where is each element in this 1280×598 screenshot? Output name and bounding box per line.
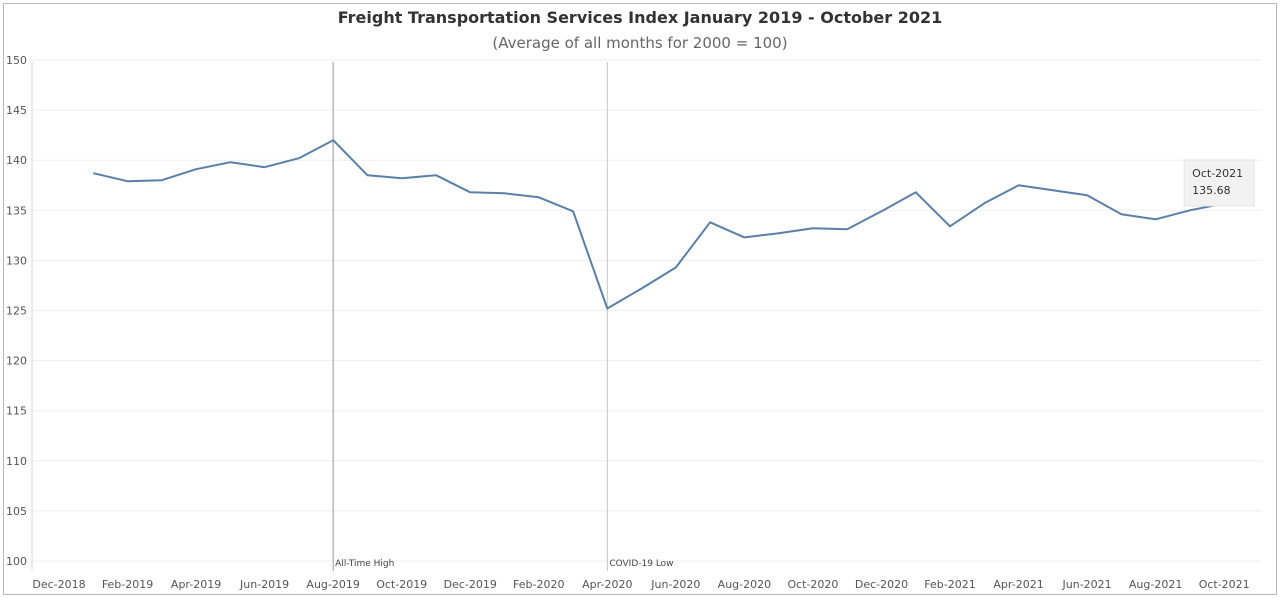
x-tick-label: Jun-2020 <box>650 578 700 591</box>
x-tick-label: Feb-2021 <box>924 578 975 591</box>
y-tick-label: 105 <box>6 505 27 518</box>
x-tick-label: Jun-2019 <box>239 578 289 591</box>
y-tick-label: 145 <box>6 104 27 117</box>
x-tick-label: Aug-2019 <box>306 578 359 591</box>
series <box>93 139 1225 310</box>
x-tick-label: Apr-2021 <box>993 578 1043 591</box>
x-tick-label: Feb-2019 <box>102 578 153 591</box>
y-tick-label: 100 <box>6 555 27 568</box>
reference-lines: All-Time High COVID-19 Low <box>332 62 674 571</box>
reference-line-label: COVID-19 Low <box>609 559 673 569</box>
chart-subtitle: (Average of all months for 2000 = 100) <box>492 34 788 52</box>
y-tick-label: 130 <box>6 254 27 267</box>
series-line <box>93 139 1225 310</box>
y-tick-label: 120 <box>6 355 27 368</box>
x-tick-label: Oct-2020 <box>787 578 838 591</box>
x-tick-label: Jun-2021 <box>1062 578 1112 591</box>
y-tick-label: 135 <box>6 204 27 217</box>
x-tick-label: Feb-2020 <box>513 578 564 591</box>
x-axis: Dec-2018 Feb-2019 Apr-2019 Jun-2019 Aug-2019… <box>32 578 1249 591</box>
y-tick-label: 125 <box>6 305 27 318</box>
x-tick-label: Dec-2019 <box>444 578 497 591</box>
y-tick-label: 140 <box>6 154 27 167</box>
chart-title: Freight Transportation Services Index Ja… <box>337 8 943 27</box>
tooltip-box <box>1183 159 1255 207</box>
x-tick-label: Oct-2019 <box>376 578 427 591</box>
tooltip-date: Oct-2021 <box>1192 167 1243 180</box>
reference-line-label: All-Time High <box>335 559 394 569</box>
x-tick-label: Apr-2020 <box>582 578 632 591</box>
chart-frame <box>3 3 1277 595</box>
y-axis: 100 105 110 115 120 125 130 135 140 145 150 <box>6 54 33 571</box>
x-tick-label: Aug-2020 <box>718 578 771 591</box>
y-tick-label: 150 <box>6 54 27 67</box>
y-tick-label: 115 <box>6 405 27 418</box>
tooltip-value: 135.68 <box>1192 184 1231 197</box>
x-tick-label: Dec-2020 <box>855 578 908 591</box>
annotation-tooltip: Oct-2021 135.68 <box>1183 159 1255 207</box>
gridlines <box>32 59 1262 562</box>
x-tick-label: Apr-2019 <box>171 578 221 591</box>
y-tick-label: 110 <box>6 455 27 468</box>
x-tick-label: Oct-2021 <box>1199 578 1250 591</box>
x-tick-label: Aug-2021 <box>1129 578 1182 591</box>
x-tick-label: Dec-2018 <box>32 578 85 591</box>
